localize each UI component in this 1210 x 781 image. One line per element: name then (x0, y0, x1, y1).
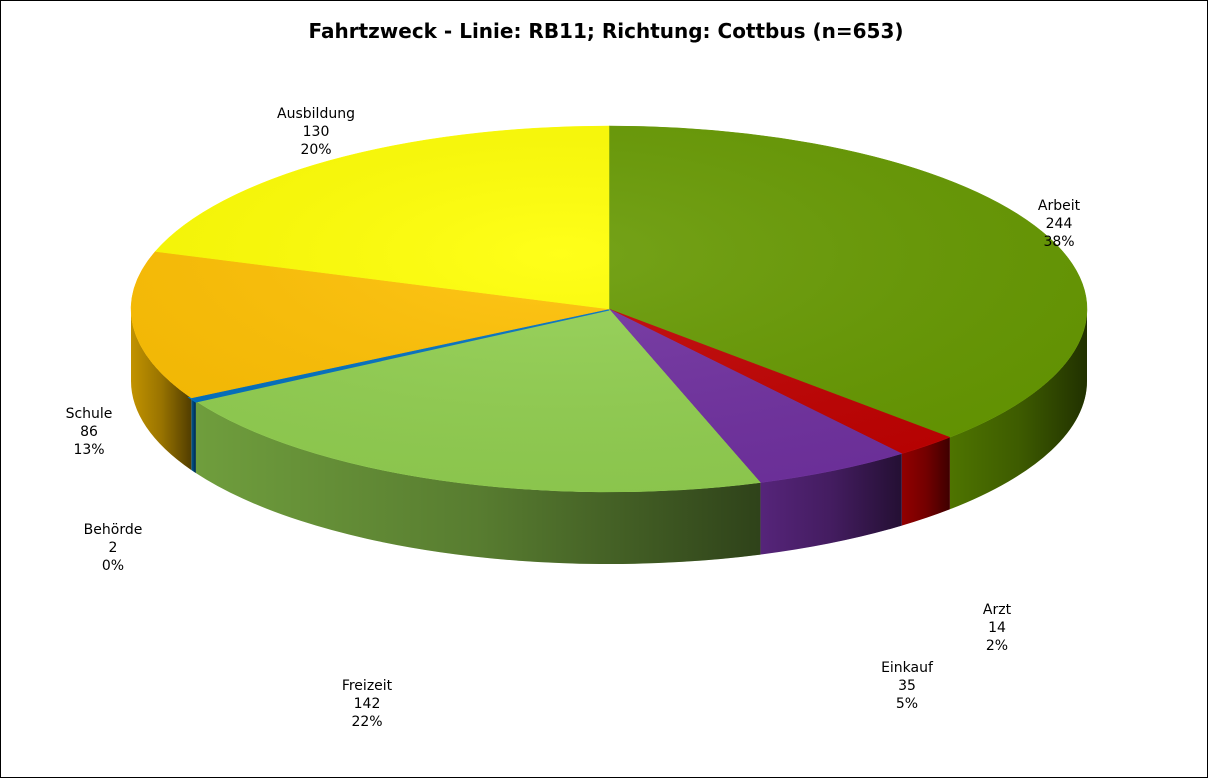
data-label-percent: 2% (985, 638, 1009, 654)
data-label-percent: 13% (73, 442, 105, 458)
data-label-ausbildung: Ausbildung 130 20% (256, 105, 376, 159)
data-label-value: 142 (353, 696, 381, 712)
data-label-percent: 0% (101, 558, 125, 574)
data-label-name: Schule (65, 406, 113, 422)
data-label-percent: 38% (1043, 234, 1075, 250)
data-label-name: Ausbildung (277, 106, 355, 122)
data-label-schule: Schule 86 13% (29, 405, 149, 459)
data-label-value: 2 (108, 540, 118, 556)
data-label-name: Arzt (982, 602, 1012, 618)
data-label-beh-rde: Behörde 2 0% (53, 521, 173, 575)
data-label-name: Arbeit (1037, 198, 1081, 214)
data-label-percent: 5% (895, 696, 919, 712)
data-label-value: 35 (898, 678, 916, 694)
pie-side-shade-freizeit (195, 401, 761, 564)
data-label-percent: 22% (351, 714, 383, 730)
data-label-einkauf: Einkauf 35 5% (847, 659, 967, 713)
pie-side-shade-beh-rde (191, 397, 196, 474)
data-label-name: Einkauf (881, 660, 933, 676)
data-label-arbeit: Arbeit 244 38% (999, 197, 1119, 251)
data-label-name: Behörde (83, 522, 143, 538)
data-label-arzt: Arzt 14 2% (937, 601, 1057, 655)
data-label-percent: 20% (300, 142, 332, 158)
data-label-value: 130 (302, 124, 330, 140)
data-label-freizeit: Freizeit 142 22% (307, 677, 427, 731)
data-label-value: 244 (1045, 216, 1073, 232)
data-label-value: 86 (80, 424, 98, 440)
data-label-name: Freizeit (341, 678, 393, 694)
data-label-value: 14 (988, 620, 1006, 636)
chart-title: Fahrtzweck - Linie: RB11; Richtung: Cott… (308, 19, 904, 43)
